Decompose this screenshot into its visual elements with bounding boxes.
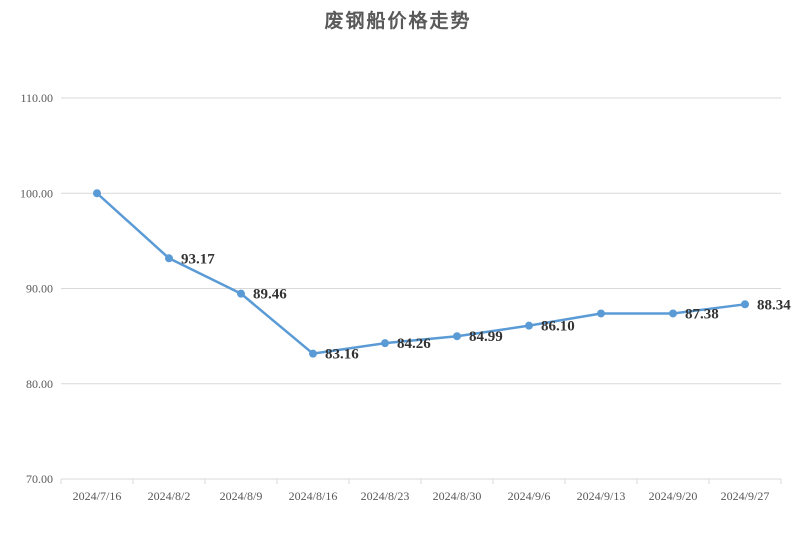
x-tick-label: 2024/8/16 [289, 489, 338, 503]
x-tick-label: 2024/8/9 [220, 489, 263, 503]
data-point [237, 289, 245, 298]
data-point [741, 300, 749, 309]
data-point [669, 309, 677, 318]
data-label: 87.38 [685, 306, 719, 322]
data-point [165, 254, 173, 263]
data-label: 83.16 [325, 347, 359, 363]
data-point [525, 321, 533, 330]
data-point [309, 349, 317, 358]
data-point [597, 309, 605, 318]
x-tick-label: 2024/9/6 [508, 489, 551, 503]
data-label: 93.17 [181, 251, 215, 267]
data-point [93, 189, 101, 198]
data-label: 88.34 [757, 297, 791, 313]
y-tick-label: 90.00 [26, 282, 53, 296]
data-label: 84.99 [469, 329, 503, 345]
y-tick-label: 100.00 [20, 186, 53, 200]
chart-title: 废钢船价格走势 [324, 10, 472, 32]
data-label: 84.26 [397, 336, 431, 352]
data-point [381, 339, 389, 348]
y-tick-label: 110.00 [20, 91, 53, 105]
data-label: 86.10 [541, 319, 575, 335]
x-tick-label: 2024/8/30 [433, 489, 482, 503]
x-tick-label: 2024/9/20 [649, 489, 698, 503]
data-point [453, 332, 461, 341]
x-tick-label: 2024/8/23 [361, 489, 410, 503]
x-tick-label: 2024/7/16 [73, 489, 122, 503]
x-tick-label: 2024/8/2 [148, 489, 191, 503]
data-label: 89.46 [253, 287, 287, 303]
series-line [95, 192, 747, 355]
x-tick-label: 2024/9/27 [721, 489, 770, 503]
y-tick-label: 80.00 [26, 377, 53, 391]
x-tick-label: 2024/9/13 [577, 489, 626, 503]
y-tick-label: 70.00 [26, 472, 53, 486]
